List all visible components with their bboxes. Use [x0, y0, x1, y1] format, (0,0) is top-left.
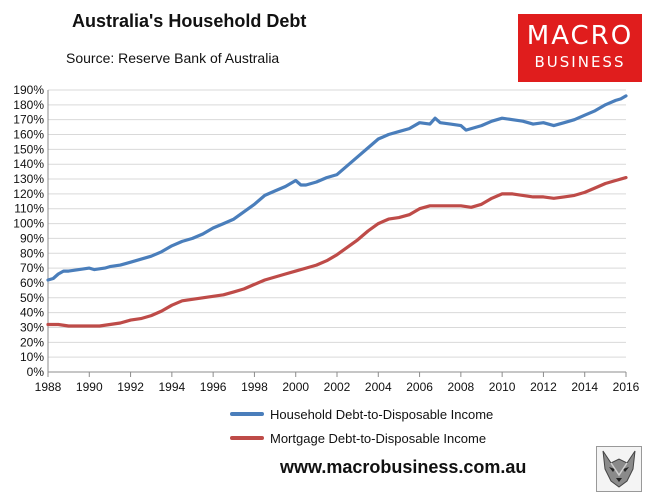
y-tick-label: 120%	[13, 187, 44, 201]
y-tick-label: 180%	[13, 98, 44, 112]
legend-swatch-household	[230, 412, 264, 416]
y-tick-label: 40%	[20, 306, 44, 320]
x-tick-label: 2012	[530, 380, 557, 394]
legend-label-mortgage: Mortgage Debt-to-Disposable Income	[270, 430, 487, 446]
x-tick-label: 2006	[406, 380, 433, 394]
x-tick-label: 1992	[117, 380, 144, 394]
x-tick-label: 1996	[200, 380, 227, 394]
x-tick-label: 1998	[241, 380, 268, 394]
legend-item-household: Household Debt-to-Disposable Income	[230, 404, 493, 424]
x-tick-label: 1994	[159, 380, 186, 394]
macrobusiness-logo: MACRO BUSINESS	[518, 14, 642, 82]
logo-line-business: BUSINESS	[534, 53, 626, 71]
y-tick-label: 90%	[20, 231, 44, 245]
logo-line-macro: MACRO	[526, 21, 634, 51]
y-tick-label: 100%	[13, 217, 44, 231]
x-tick-label: 2002	[324, 380, 351, 394]
chart-source: Source: Reserve Bank of Australia	[66, 50, 280, 66]
chart-title: Australia's Household Debt	[72, 11, 307, 31]
y-tick-label: 20%	[20, 335, 44, 349]
x-tick-label: 2008	[448, 380, 475, 394]
y-tick-label: 80%	[20, 246, 44, 260]
chart-legend: Household Debt-to-Disposable Income Mort…	[230, 404, 493, 452]
legend-swatch-mortgage	[230, 436, 264, 440]
y-tick-label: 170%	[13, 113, 44, 127]
x-tick-label: 2000	[282, 380, 309, 394]
y-tick-label: 0%	[27, 365, 45, 379]
website-url[interactable]: www.macrobusiness.com.au	[280, 457, 527, 477]
y-tick-label: 70%	[20, 261, 44, 275]
x-tick-label: 2004	[365, 380, 392, 394]
y-tick-label: 110%	[14, 202, 44, 216]
y-tick-label: 160%	[13, 128, 44, 142]
wolf-head-icon	[596, 446, 642, 492]
x-tick-label: 1990	[76, 380, 103, 394]
y-tick-label: 60%	[20, 276, 44, 290]
legend-label-household: Household Debt-to-Disposable Income	[270, 406, 494, 422]
series-line-household	[46, 94, 628, 282]
y-tick-label: 10%	[20, 350, 44, 364]
y-tick-label: 150%	[13, 142, 44, 156]
y-tick-label: 190%	[13, 83, 44, 97]
x-tick-label: 2014	[571, 380, 598, 394]
legend-item-mortgage: Mortgage Debt-to-Disposable Income	[230, 428, 493, 448]
x-tick-label: 1988	[35, 380, 62, 394]
x-tick-label: 2010	[489, 380, 516, 394]
y-tick-label: 140%	[13, 157, 44, 171]
y-tick-label: 130%	[13, 172, 44, 186]
y-tick-label: 30%	[20, 320, 44, 334]
line-chart: 0%10%20%30%40%50%60%70%80%90%100%110%120…	[13, 83, 640, 394]
y-tick-label: 50%	[20, 291, 44, 305]
x-tick-label: 2016	[613, 380, 640, 394]
series-line-mortgage	[46, 176, 628, 328]
